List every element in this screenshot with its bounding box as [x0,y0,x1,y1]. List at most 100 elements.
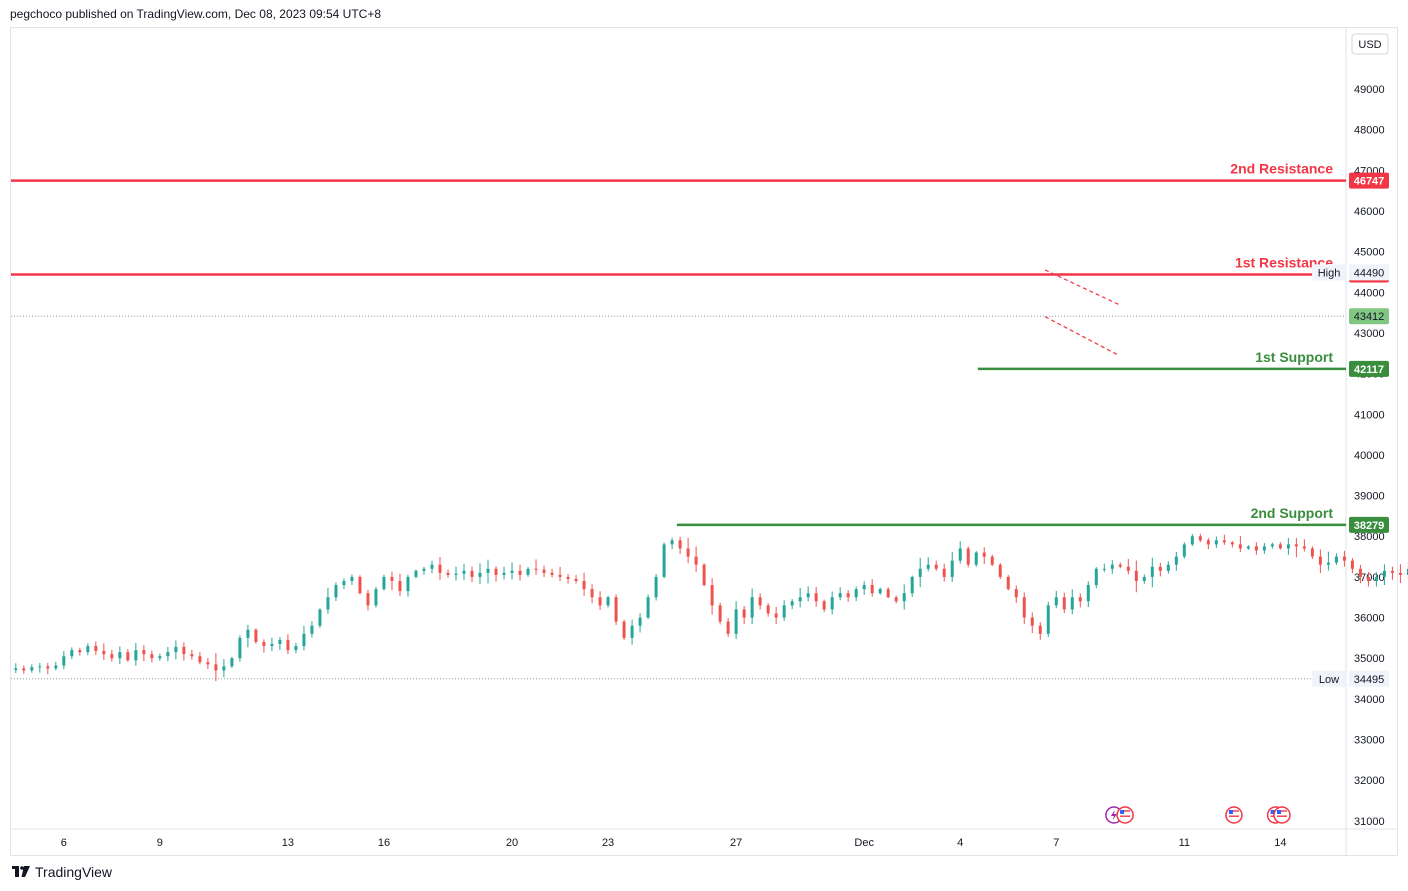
candle-body[interactable] [382,576,386,590]
candle-body[interactable] [310,625,314,634]
candle-body[interactable] [1326,562,1330,565]
candle-body[interactable] [566,576,570,579]
candle-body[interactable] [454,573,458,575]
candle-body[interactable] [534,568,538,570]
candle-body[interactable] [894,597,898,602]
candle-body[interactable] [902,593,906,602]
candle-body[interactable] [190,654,194,657]
candle-body[interactable] [694,556,698,565]
candle-body[interactable] [70,650,74,657]
candle-body[interactable] [934,564,938,569]
candle-body[interactable] [158,656,162,659]
candle-body[interactable] [1350,560,1354,569]
candle-body[interactable] [678,540,682,549]
candle-body[interactable] [1014,589,1018,598]
candle-body[interactable] [518,570,522,575]
candle-body[interactable] [1382,570,1386,577]
candle-body[interactable] [1302,546,1306,549]
candle-body[interactable] [302,633,306,647]
channel-lower-line[interactable] [1044,316,1119,356]
candle-body[interactable] [150,654,154,659]
candle-body[interactable] [182,646,186,655]
candle-body[interactable] [366,593,370,606]
candle-body[interactable] [742,609,746,618]
candle-body[interactable] [1246,546,1250,549]
candle-body[interactable] [822,601,826,610]
candle-body[interactable] [582,580,586,590]
candle-body[interactable] [118,652,122,659]
candle-body[interactable] [94,646,98,651]
candle-body[interactable] [702,564,706,586]
candle-body[interactable] [766,605,770,614]
candle-body[interactable] [686,548,690,557]
candle-body[interactable] [1038,625,1042,634]
candle-body[interactable] [1166,564,1170,571]
candle-body[interactable] [830,597,834,610]
candle-body[interactable] [46,666,50,669]
candle-body[interactable] [398,580,402,592]
candle-body[interactable] [14,668,18,671]
candle-body[interactable] [590,589,594,598]
candle-body[interactable] [1286,544,1290,549]
candle-body[interactable] [510,570,514,573]
candle-body[interactable] [1214,540,1218,545]
candle-body[interactable] [670,540,674,545]
candle-body[interactable] [1254,546,1258,551]
candle-body[interactable] [990,556,994,565]
candle-body[interactable] [558,574,562,577]
candle-body[interactable] [606,597,610,606]
candle-body[interactable] [86,646,90,653]
candle-body[interactable] [774,613,778,618]
candle-body[interactable] [1270,544,1274,547]
candle-body[interactable] [478,572,482,577]
candle-body[interactable] [1182,544,1186,557]
candle-body[interactable] [982,552,986,557]
candle-body[interactable] [646,597,650,618]
candle-body[interactable] [206,662,210,665]
candle-body[interactable] [1022,597,1026,618]
candle-body[interactable] [854,589,858,598]
candle-body[interactable] [334,585,338,598]
candle-body[interactable] [494,568,498,575]
candle-body[interactable] [886,589,890,598]
candle-body[interactable] [718,605,722,622]
candle-body[interactable] [622,621,626,638]
candle-body[interactable] [782,605,786,618]
candle-body[interactable] [846,593,850,598]
candle-body[interactable] [1198,536,1202,541]
candle-body[interactable] [734,609,738,634]
candle-body[interactable] [958,548,962,561]
candle-body[interactable] [1374,576,1378,581]
candle-body[interactable] [1334,556,1338,563]
candle-body[interactable] [22,668,26,671]
candle-body[interactable] [1078,597,1082,602]
candle-body[interactable] [358,576,362,594]
candle-body[interactable] [1142,576,1146,581]
candle-body[interactable] [462,570,466,574]
candle-body[interactable] [870,585,874,594]
candle-body[interactable] [1102,568,1106,570]
candle-body[interactable] [126,652,130,661]
candle-body[interactable] [238,637,242,659]
candle-body[interactable] [998,564,1002,577]
candle-body[interactable] [654,576,658,598]
candle-body[interactable] [1278,544,1282,549]
candle-body[interactable] [342,580,346,586]
candle-body[interactable] [198,656,202,663]
candle-body[interactable] [838,593,842,598]
candle-body[interactable] [1238,544,1242,549]
candle-body[interactable] [542,569,546,573]
currency-button[interactable] [1351,33,1389,55]
candle-body[interactable] [862,585,866,590]
candle-body[interactable] [814,593,818,602]
candle-body[interactable] [1158,566,1162,571]
candle-body[interactable] [1390,570,1394,573]
candle-body[interactable] [374,589,378,606]
candle-body[interactable] [614,597,618,622]
candle-body[interactable] [1206,540,1210,545]
candle-body[interactable] [798,597,802,602]
candle-body[interactable] [262,641,266,647]
candle-body[interactable] [286,639,290,651]
candle-body[interactable] [550,572,554,575]
candle-body[interactable] [110,654,114,659]
